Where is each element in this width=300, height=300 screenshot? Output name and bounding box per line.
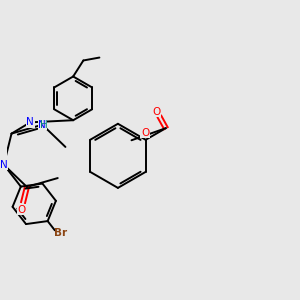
Text: O: O [152, 106, 161, 117]
Text: N: N [38, 120, 46, 130]
Text: N: N [26, 117, 34, 128]
Text: Br: Br [54, 228, 68, 238]
Text: H: H [40, 120, 47, 130]
Text: O: O [141, 128, 149, 137]
Text: O: O [17, 205, 26, 214]
Text: N: N [0, 160, 8, 170]
